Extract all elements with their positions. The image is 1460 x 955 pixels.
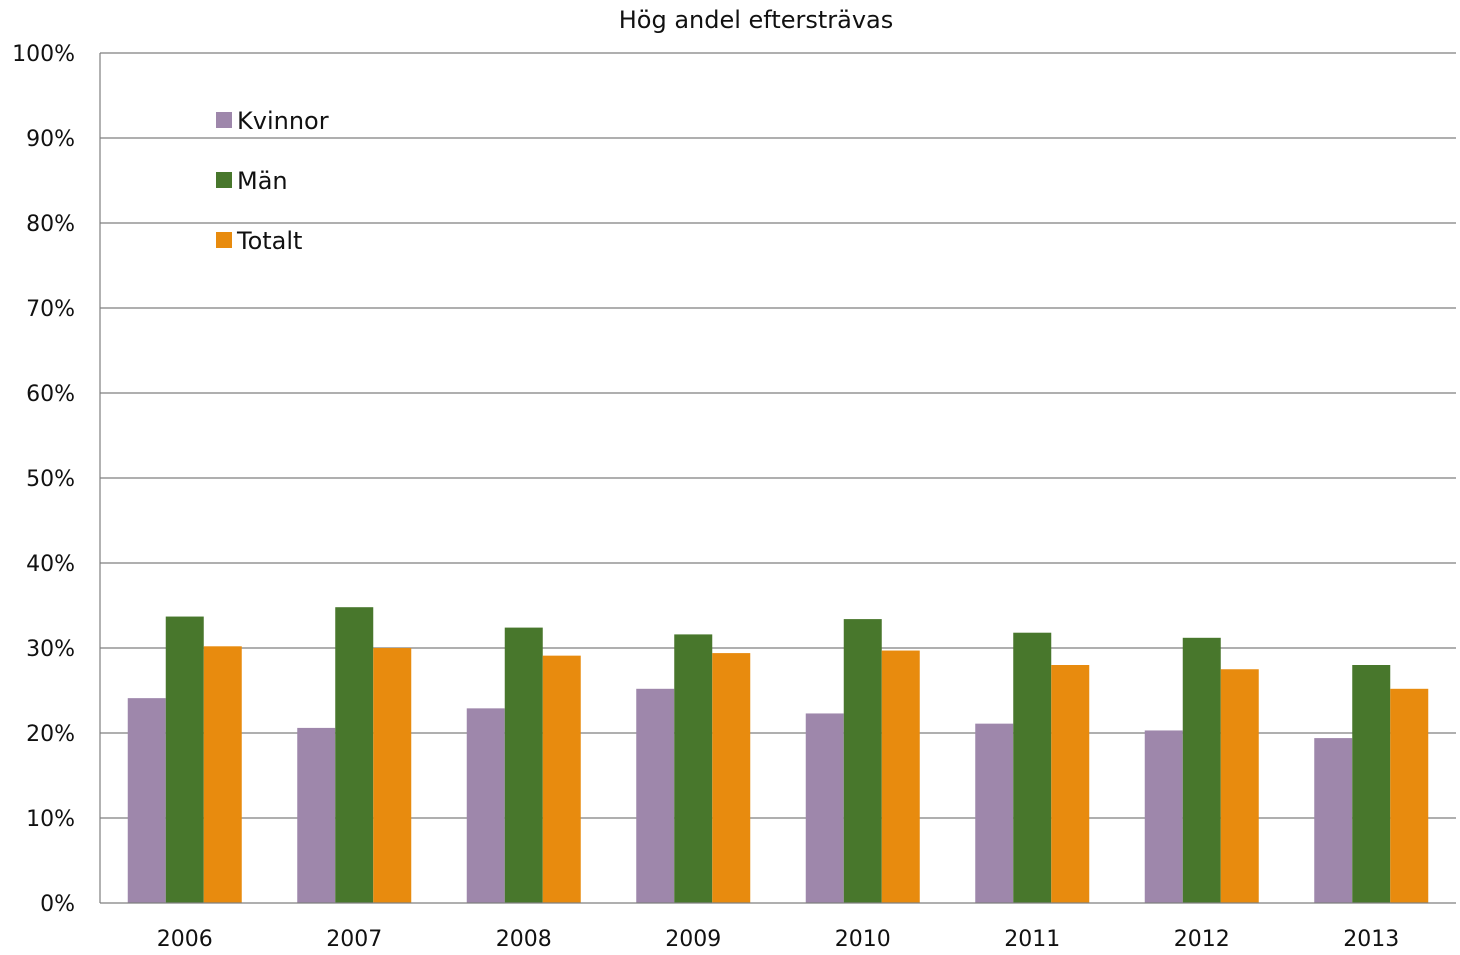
bar-män-2008 bbox=[504, 627, 543, 903]
x-tick-label: 2006 bbox=[157, 927, 213, 951]
bar-män-2006 bbox=[165, 616, 204, 903]
bar-män-2012 bbox=[1182, 637, 1221, 903]
y-tick-label: 90% bbox=[26, 127, 75, 152]
x-tick-label: 2007 bbox=[326, 927, 382, 951]
legend: Kvinnor Män Totalt bbox=[216, 107, 329, 255]
bar-totalt-2010 bbox=[881, 650, 920, 903]
bar-kvinnor-2006 bbox=[127, 698, 166, 903]
y-tick-label: 100% bbox=[12, 42, 75, 67]
bar-kvinnor-2008 bbox=[466, 708, 505, 903]
bars bbox=[127, 607, 1429, 903]
x-tick-label: 2008 bbox=[496, 927, 552, 951]
legend-label: Kvinnor bbox=[237, 107, 329, 135]
legend-swatch-totalt bbox=[216, 232, 232, 248]
bar-totalt-2011 bbox=[1051, 665, 1090, 903]
bar-totalt-2012 bbox=[1220, 669, 1259, 903]
x-tick-label: 2011 bbox=[1004, 927, 1060, 951]
bar-totalt-2006 bbox=[203, 646, 242, 903]
bar-män-2010 bbox=[843, 619, 882, 903]
bar-män-2011 bbox=[1013, 632, 1052, 903]
y-tick-label: 10% bbox=[26, 807, 75, 832]
bar-kvinnor-2010 bbox=[805, 713, 844, 903]
y-tick-label: 20% bbox=[26, 722, 75, 747]
bar-kvinnor-2013 bbox=[1314, 738, 1353, 903]
bar-män-2009 bbox=[674, 634, 713, 903]
x-tick-label: 2010 bbox=[835, 927, 891, 951]
bar-kvinnor-2011 bbox=[975, 723, 1014, 903]
y-tick-label: 30% bbox=[26, 637, 75, 662]
chart-title: Hög andel eftersträvas bbox=[619, 6, 894, 34]
bar-män-2007 bbox=[335, 607, 374, 903]
bar-kvinnor-2009 bbox=[636, 688, 675, 903]
bar-män-2013 bbox=[1352, 665, 1391, 903]
y-tick-label: 50% bbox=[26, 467, 75, 492]
x-tick-label: 2012 bbox=[1174, 927, 1230, 951]
bar-totalt-2009 bbox=[712, 653, 751, 903]
axes: 0% 10% 20% 30% 40% 50% 60% 70% 80% 90% 100% 2006 200… bbox=[12, 42, 1456, 952]
y-tick-label: 0% bbox=[40, 892, 75, 917]
legend-label: Män bbox=[237, 167, 288, 195]
bar-kvinnor-2012 bbox=[1144, 730, 1183, 903]
y-tick-label: 60% bbox=[26, 382, 75, 407]
x-tick-label: 2009 bbox=[665, 927, 721, 951]
x-tick-label: 2013 bbox=[1343, 927, 1399, 951]
bar-totalt-2008 bbox=[542, 655, 581, 903]
y-tick-label: 40% bbox=[26, 552, 75, 577]
y-tick-label: 70% bbox=[26, 297, 75, 322]
bar-totalt-2013 bbox=[1390, 688, 1429, 903]
y-tick-label: 80% bbox=[26, 212, 75, 237]
legend-swatch-män bbox=[216, 172, 232, 188]
legend-label: Totalt bbox=[236, 227, 302, 255]
bar-totalt-2007 bbox=[373, 648, 412, 903]
bar-kvinnor-2007 bbox=[297, 727, 336, 903]
legend-swatch-kvinnor bbox=[216, 112, 232, 128]
